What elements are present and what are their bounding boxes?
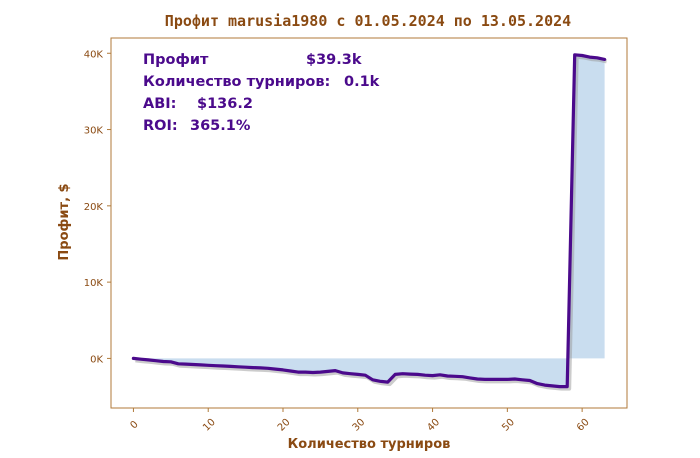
stat-abi-label: ABI: <box>143 96 176 112</box>
y-axis-label: Профит, $ <box>57 183 72 260</box>
y-tick-label: 10K <box>84 278 104 289</box>
chart-title: Профит marusia1980 с 01.05.2024 по 13.05… <box>165 12 571 30</box>
y-tick-label: 30K <box>84 126 104 137</box>
stat-roi-value: 365.1% <box>190 118 251 134</box>
x-tick-label: 50 <box>500 417 517 434</box>
x-tick-label: 10 <box>201 417 218 434</box>
stat-tournaments-label: Количество турниров: <box>143 74 330 90</box>
profit-line-layer <box>131 53 608 391</box>
y-tick-label: 0K <box>90 354 103 365</box>
stat-tournaments-value: 0.1k <box>344 74 380 90</box>
stat-roi-label: ROI: <box>143 118 178 134</box>
x-tick-label: 20 <box>276 417 293 434</box>
x-tick-label: 60 <box>575 417 592 434</box>
x-tick-label: 30 <box>351 417 368 434</box>
x-axis-label: Количество турниров <box>288 437 451 452</box>
profit-line <box>131 53 607 389</box>
stat-abi-value: $136.2 <box>197 96 253 112</box>
x-tick-label: 40 <box>425 417 442 434</box>
stats-panel: Профит $39.3k Количество турниров: 0.1k … <box>143 52 380 134</box>
y-tick-label: 20K <box>84 202 104 213</box>
x-tick-label: 0 <box>129 419 141 431</box>
stat-profit-value: $39.3k <box>306 52 362 68</box>
y-tick-label: 40K <box>84 49 104 60</box>
plot-frame <box>110 37 628 409</box>
stat-profit-label: Профит <box>143 52 209 68</box>
